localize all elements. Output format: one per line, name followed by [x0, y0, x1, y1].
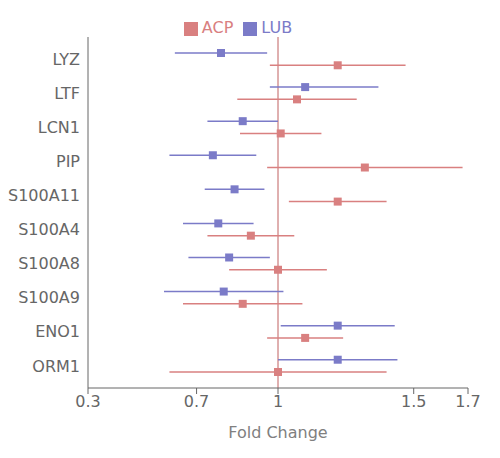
svg-text:LCN1: LCN1 [38, 118, 80, 137]
svg-text:1.5: 1.5 [401, 392, 426, 411]
svg-text:LTF: LTF [54, 84, 80, 103]
svg-text:LYZ: LYZ [52, 50, 80, 69]
svg-text:ENO1: ENO1 [35, 322, 80, 341]
svg-text:ORM1: ORM1 [32, 357, 80, 376]
svg-text:S100A9: S100A9 [18, 288, 80, 307]
svg-text:1.7: 1.7 [455, 392, 480, 411]
svg-text:S100A8: S100A8 [18, 254, 80, 273]
svg-text:0.7: 0.7 [184, 392, 209, 411]
svg-text:PIP: PIP [56, 152, 80, 171]
svg-text:0.3: 0.3 [75, 392, 100, 411]
svg-text:S100A4: S100A4 [18, 220, 80, 239]
svg-text:1: 1 [273, 392, 283, 411]
html-text:ACP: ACP [201, 18, 234, 37]
svg-text:S100A11: S100A11 [8, 186, 80, 205]
html-text:LUB: LUB [261, 18, 293, 37]
svg-text:Fold Change: Fold Change [228, 423, 327, 442]
